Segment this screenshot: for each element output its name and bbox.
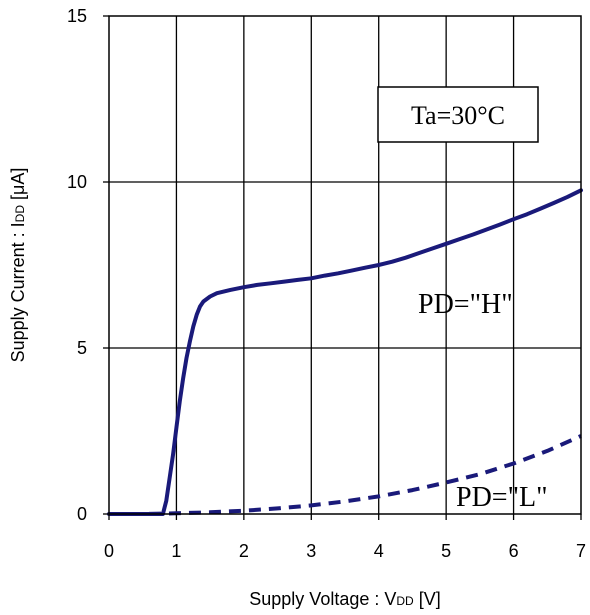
x-axis-label-sub: DD [396,594,414,608]
x-tick-label: 3 [306,541,316,561]
x-tick-label: 7 [576,541,586,561]
x-tick-label: 6 [509,541,519,561]
y-tick-label: 0 [77,504,87,524]
plot-frame [108,15,582,515]
annotation-box: Ta=30°C [377,86,539,143]
y-tick-label: 5 [77,338,87,358]
annotation-text: Ta=30°C [411,101,505,130]
series-label-pd-l: PD="L" [456,482,548,513]
x-axis-label-main: Supply Voltage : V [249,589,396,609]
series-line-pd-h [107,188,583,516]
series-label-pd-h: PD="H" [418,289,513,320]
x-axis-label-unit: [V] [414,589,441,609]
y-tick-label: 10 [67,172,87,192]
y-axis-label: Supply Current : IDD [μA] [8,168,28,363]
y-axis-label-unit: [μA] [8,168,28,205]
y-axis-label-sub: DD [13,205,27,223]
x-axis-label: Supply Voltage : VDD [V] [249,589,440,609]
series-layer [107,188,583,516]
x-tick-label: 0 [104,541,114,561]
x-tick-label: 2 [239,541,249,561]
y-tick-label: 15 [67,6,87,26]
tick-layer: 0 1 2 3 4 5 6 7 0 5 10 15 [67,6,586,561]
x-tick-label: 1 [171,541,181,561]
x-tick-label: 5 [441,541,451,561]
y-axis-label-main: Supply Current : I [8,222,28,362]
x-tick-label: 4 [374,541,384,561]
frame-layer [108,15,582,515]
